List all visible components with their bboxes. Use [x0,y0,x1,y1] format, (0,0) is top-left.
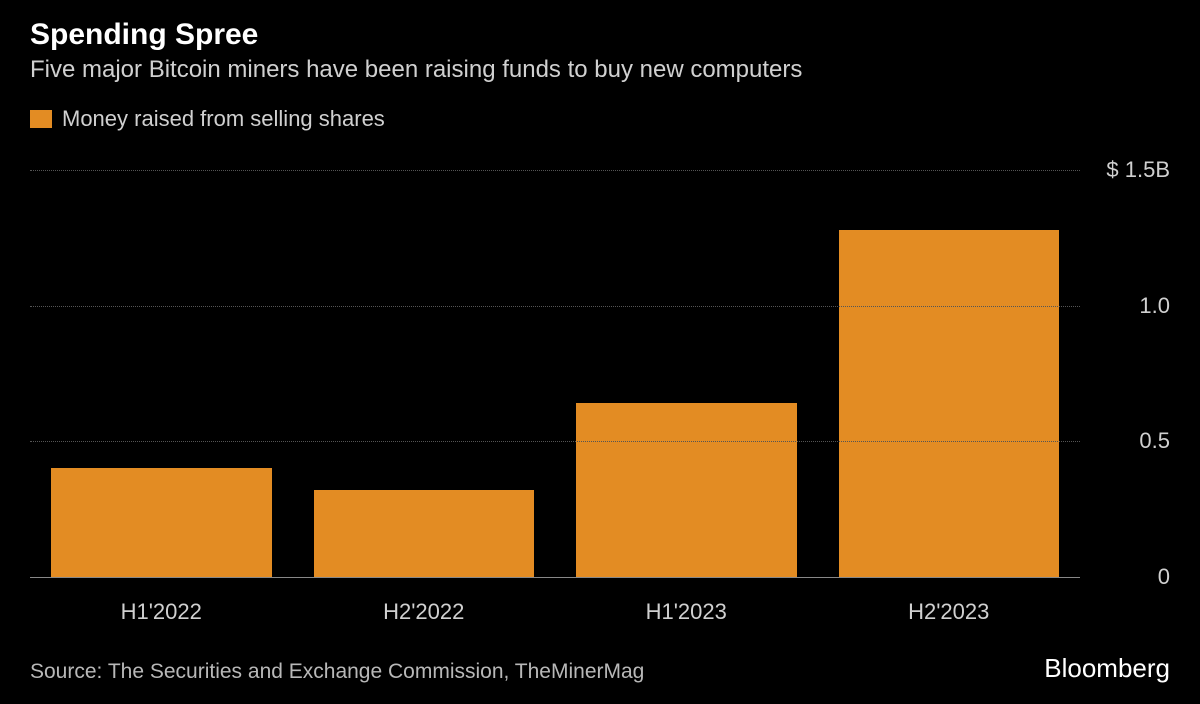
chart-baseline [30,577,1080,578]
x-tick-label: H1'2022 [30,599,293,625]
chart-source: Source: The Securities and Exchange Comm… [30,660,644,684]
chart-y-axis: 0 0.5 1.0 $ 1.5B [1080,140,1170,589]
chart-gridline [30,441,1080,442]
chart-x-axis: H1'2022H2'2022H1'2023H2'2023 [30,599,1170,625]
bar [839,230,1060,577]
legend-swatch [30,110,52,128]
chart-legend: Money raised from selling shares [30,106,1170,132]
bar-slot [30,170,293,577]
chart-brand: Bloomberg [1044,653,1170,684]
bar-slot [555,170,818,577]
chart-container: Spending Spree Five major Bitcoin miners… [0,0,1200,704]
y-tick-label: 0.5 [1139,428,1170,454]
bar-slot [293,170,556,577]
x-tick-label: H2'2022 [293,599,556,625]
chart-gridline [30,170,1080,171]
chart-gridline [30,306,1080,307]
chart-subtitle: Five major Bitcoin miners have been rais… [30,56,1170,84]
x-tick-label: H1'2023 [555,599,818,625]
bar-slot [818,170,1081,577]
bar [314,490,535,577]
y-tick-label: 1.0 [1139,293,1170,319]
bar [51,468,272,577]
chart-footer: Source: The Securities and Exchange Comm… [30,653,1170,684]
y-tick-label: 0 [1158,564,1170,590]
chart-plot-area [30,140,1080,589]
bar [576,403,797,577]
chart-plot-wrap: 0 0.5 1.0 $ 1.5B [30,140,1170,589]
legend-label: Money raised from selling shares [62,106,385,132]
y-tick-label: $ 1.5B [1106,157,1170,183]
chart-title: Spending Spree [30,18,1170,52]
x-tick-label: H2'2023 [818,599,1081,625]
chart-bars [30,170,1080,577]
